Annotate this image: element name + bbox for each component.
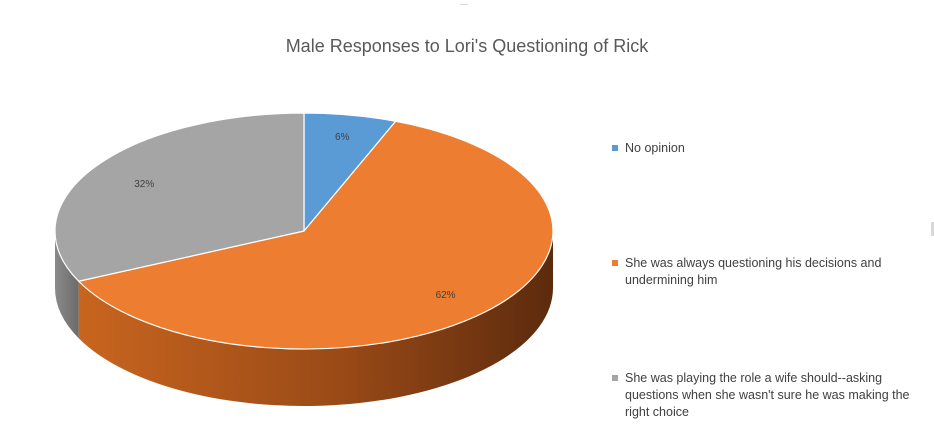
data-label-playing-role: 32% [134,179,154,190]
pie-slice-always-questioning[interactable] [78,120,554,350]
data-label-no-opinion: 6% [335,132,350,143]
legend-item-playing-role[interactable]: She was playing the role a wife should--… [612,370,927,421]
data-label-always-questioning: 62% [436,290,456,301]
legend-swatch-always-questioning [612,260,618,266]
legend-swatch-playing-role [612,375,618,381]
chart-resize-handle-top[interactable] [460,0,468,5]
legend-label: She was always questioning his decisions… [625,256,882,287]
chart-title: Male Responses to Lori's Questioning of … [285,36,649,56]
legend-item-always-questioning[interactable]: She was always questioning his decisions… [612,255,927,289]
chart-resize-handle-right[interactable] [931,222,934,236]
legend-swatch-no-opinion [612,145,618,151]
pie-side-always-questioning [78,231,554,406]
pie-slice-playing-role[interactable] [54,112,305,282]
legend-item-no-opinion[interactable]: No opinion [612,140,927,157]
legend-label: She was playing the role a wife should--… [625,371,910,419]
legend-label: No opinion [625,141,685,155]
